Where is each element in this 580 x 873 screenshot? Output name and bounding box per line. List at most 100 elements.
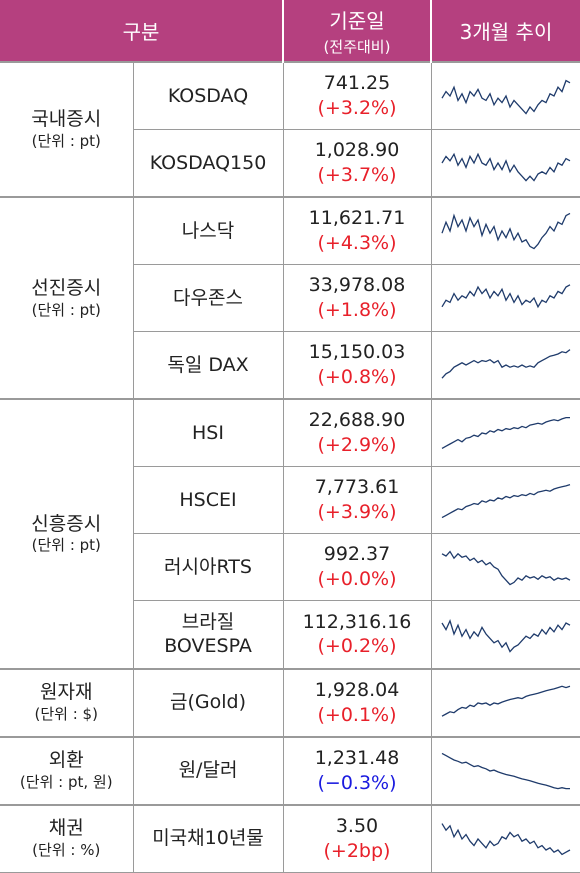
index-change: (+0.2%) (317, 635, 397, 658)
index-value: 3.50 (335, 814, 379, 837)
trend-cell (430, 667, 580, 737)
sparkline-chart (441, 349, 571, 379)
header-row: 구분 기준일 (전주대비) 3개월 추이 (0, 0, 580, 62)
header-base-date-main: 기준일 (329, 8, 385, 33)
sparkline-chart (441, 152, 571, 182)
sparkline-chart (441, 79, 571, 115)
trend-cell (430, 398, 580, 467)
index-change: (+4.3%) (317, 232, 397, 254)
index-value: 1,028.90 (314, 139, 400, 162)
index-change: (+0.1%) (317, 703, 397, 726)
index-name: KOSDAQ150 (132, 129, 284, 198)
sparkline-line (441, 79, 571, 115)
category-name: 선진증시 (31, 276, 102, 299)
trend-cell (430, 466, 580, 534)
index-name: 나스닥 (132, 196, 284, 265)
trend-cell (430, 196, 580, 265)
value-cell: 15,150.03 (+0.8%) (282, 331, 432, 400)
table-row: 외환 (단위 : pt, 원) 원/달러 1,231.48 (−0.3%) (0, 735, 580, 805)
index-name: KOSDAQ (132, 61, 284, 130)
index-change: (+2bp) (323, 839, 391, 862)
category-unit: (단위 : pt) (31, 300, 101, 319)
sparkline-line (441, 284, 571, 309)
index-name: 금(Gold) (132, 667, 284, 737)
value-cell: 11,621.71 (+4.3%) (282, 196, 432, 265)
category-cell: 국내증시 (단위 : pt) (0, 61, 134, 198)
sparkline-line (441, 212, 571, 250)
index-name: 미국채10년물 (132, 803, 284, 873)
category-unit: (단위 : pt) (31, 536, 101, 555)
index-value: 11,621.71 (308, 207, 406, 230)
table-row: HSCEI 7,773.61 (+3.9%) (0, 466, 580, 534)
trend-cell (430, 533, 580, 601)
sparkline-line (441, 822, 571, 855)
category-unit: (단위 : $) (34, 705, 98, 723)
sparkline-chart (441, 685, 570, 717)
header-trend: 3개월 추이 (431, 0, 580, 62)
table-row: 채권 (단위 : %) 미국채10년물 3.50 (+2bp) (0, 803, 580, 873)
table-row: 선진증시 (단위 : pt) 나스닥 11,621.71 (+4.3%) (0, 196, 580, 400)
trend-cell (430, 264, 580, 332)
category-unit: (단위 : %) (32, 841, 101, 859)
trend-cell (430, 803, 580, 873)
category-name: 원자재 (40, 681, 93, 704)
trend-cell (430, 61, 580, 130)
table-row: 국내증시 (단위 : pt) KOSDAQ 741.25 (+3.2%) (0, 61, 580, 198)
index-name: 독일 DAX (132, 331, 284, 400)
category-name: 국내증시 (31, 108, 102, 131)
value-cell: 33,978.08 (+1.8%) (282, 264, 432, 332)
value-cell: 1,231.48 (−0.3%) (282, 735, 432, 805)
index-value: 15,150.03 (308, 341, 406, 364)
value-cell: 22,688.90 (+2.9%) (282, 398, 432, 467)
index-name: 원/달러 (132, 735, 284, 805)
value-cell: 1,028.90 (+3.7%) (282, 129, 432, 198)
category-name: 신흥증시 (31, 512, 102, 535)
category-cell: 채권 (단위 : %) (0, 803, 134, 873)
table-row: 러시아RTS 992.37 (+0.0%) (0, 533, 580, 601)
category-name: 외환 (48, 749, 84, 772)
category-cell: 외환 (단위 : pt, 원) (0, 735, 134, 805)
category-unit: (단위 : pt) (31, 132, 101, 150)
category-unit: (단위 : pt, 원) (19, 773, 113, 791)
sparkline-line (441, 619, 571, 654)
trend-cell (430, 735, 580, 805)
index-change: (+3.9%) (317, 501, 397, 523)
index-value: 22,688.90 (308, 409, 406, 432)
sparkline-chart (441, 212, 571, 250)
value-cell: 741.25 (+3.2%) (282, 61, 432, 130)
value-cell: 112,316.16 (+0.2%) (282, 600, 432, 669)
index-value: 1,231.48 (314, 746, 400, 769)
sparkline-line (441, 685, 570, 717)
sparkline-line (441, 152, 571, 182)
table-row: 브라질 BOVESPA 112,316.16 (+0.2%) (0, 600, 580, 669)
index-name: HSI (132, 398, 284, 467)
index-value: 741.25 (323, 72, 391, 95)
sparkline-line (441, 752, 570, 789)
index-name: 다우존스 (132, 264, 284, 332)
index-value: 1,928.04 (314, 678, 400, 701)
sparkline-line (441, 349, 571, 379)
header-base-date: 기준일 (전주대비) (283, 0, 432, 62)
index-value: 992.37 (323, 543, 391, 566)
value-cell: 992.37 (+0.0%) (282, 533, 432, 601)
table-row: 독일 DAX 15,150.03 (+0.8%) (0, 331, 580, 400)
index-change: (+3.7%) (317, 164, 397, 186)
category-cell: 원자재 (단위 : $) (0, 667, 134, 737)
index-change: (+0.0%) (317, 568, 397, 590)
category-cell: 선진증시 (단위 : pt) (0, 196, 134, 400)
value-cell: 1,928.04 (+0.1%) (282, 667, 432, 737)
index-change: (+1.8%) (317, 299, 397, 321)
value-cell: 7,773.61 (+3.9%) (282, 466, 432, 534)
index-change: (+2.9%) (317, 434, 397, 456)
value-cell: 3.50 (+2bp) (282, 803, 432, 873)
table-row: 신흥증시 (단위 : pt) HSI 22,688.90 (+2.9%) (0, 398, 580, 669)
sparkline-chart (441, 619, 571, 654)
trend-cell (430, 331, 580, 400)
index-change: (+0.8%) (317, 366, 397, 388)
table-row: KOSDAQ150 1,028.90 (+3.7%) (0, 129, 580, 198)
sparkline-chart (441, 284, 571, 309)
table-row: 다우존스 33,978.08 (+1.8%) (0, 264, 580, 332)
table-body: 국내증시 (단위 : pt) KOSDAQ 741.25 (+3.2%) KOSDAQ15… (0, 61, 580, 873)
table-row: 원자재 (단위 : $) 금(Gold) 1,928.04 (+0.1%) (0, 667, 580, 737)
